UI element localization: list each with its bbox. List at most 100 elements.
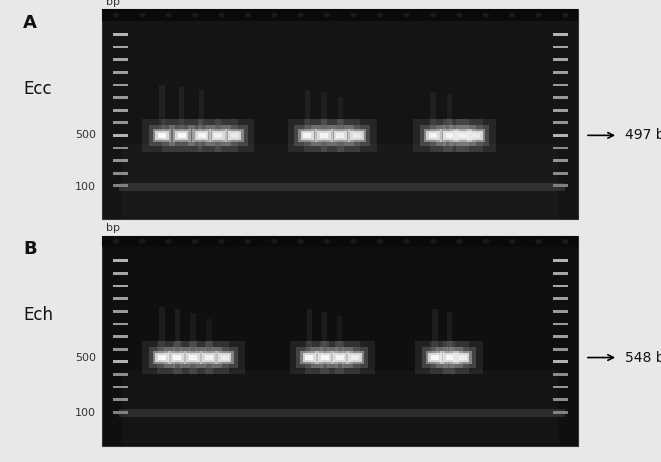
Bar [320,133,328,138]
Bar [158,133,166,138]
Bar [456,119,496,152]
Circle shape [483,240,488,243]
Bar [333,353,346,362]
Bar [307,310,312,353]
Text: 500: 500 [75,130,96,140]
Bar [430,92,436,131]
Circle shape [536,240,541,243]
Bar [305,341,344,374]
Bar [335,341,375,374]
Bar [430,341,469,374]
Bar [122,370,559,444]
Text: B: B [23,240,37,258]
Bar [436,125,463,146]
Bar [180,347,206,368]
Bar [190,313,196,353]
Bar [422,347,448,368]
Bar [553,348,568,351]
Bar [351,355,359,360]
Bar [113,386,128,389]
Bar [198,133,206,138]
Bar [467,129,485,142]
Text: bp: bp [106,223,120,233]
Bar [153,351,171,364]
Circle shape [245,240,251,243]
Bar [212,131,225,140]
Bar [173,341,213,374]
Bar [113,298,128,300]
Bar [463,125,489,146]
Bar [337,119,377,152]
Bar [195,131,208,140]
Circle shape [139,13,145,17]
Text: 100: 100 [75,408,96,418]
Bar [149,125,175,146]
Bar [456,131,469,140]
Bar [175,310,180,353]
Bar [553,122,568,124]
Bar [212,347,238,368]
Bar [168,351,186,364]
Bar [353,133,361,138]
Bar [336,133,344,138]
Bar [288,119,327,152]
Circle shape [510,13,515,17]
Bar [553,298,568,300]
Circle shape [404,13,409,17]
Bar [113,322,128,325]
Text: 548 bp: 548 bp [625,351,661,365]
Circle shape [457,13,462,17]
Bar [113,260,128,262]
Bar [113,172,128,175]
Bar [348,129,366,142]
Bar [317,131,330,140]
Bar [420,125,446,146]
Bar [553,373,568,376]
Bar [426,131,440,140]
Bar [113,373,128,376]
Bar [158,355,166,360]
Bar [428,353,442,362]
Bar [305,355,313,360]
Text: Ech: Ech [23,306,53,324]
Bar [215,119,254,152]
Circle shape [298,240,303,243]
Bar [553,58,568,61]
Circle shape [483,13,488,17]
Bar [429,133,437,138]
Bar [443,353,456,362]
Bar [553,71,568,73]
Bar [113,33,128,36]
Bar [459,133,467,138]
Bar [157,341,197,374]
Bar [113,348,128,351]
Bar [346,351,364,364]
Bar [330,351,349,364]
Bar [102,236,578,446]
Circle shape [563,13,568,17]
Bar [327,347,353,368]
Bar [432,310,438,353]
Bar [553,310,568,313]
Bar [315,129,333,142]
Text: A: A [23,14,37,32]
Bar [113,184,128,187]
Bar [436,347,463,368]
Bar [553,134,568,137]
Bar [231,133,239,138]
Bar [188,125,215,146]
Bar [142,119,182,152]
Bar [113,285,128,287]
Bar [296,347,323,368]
Bar [184,351,202,364]
Circle shape [113,13,118,17]
Bar [311,125,337,146]
Bar [215,351,234,364]
Circle shape [457,240,462,243]
Bar [446,133,453,138]
Bar [472,133,480,138]
Bar [294,125,321,146]
Bar [301,131,314,140]
Bar [447,94,452,131]
Bar [159,307,165,353]
